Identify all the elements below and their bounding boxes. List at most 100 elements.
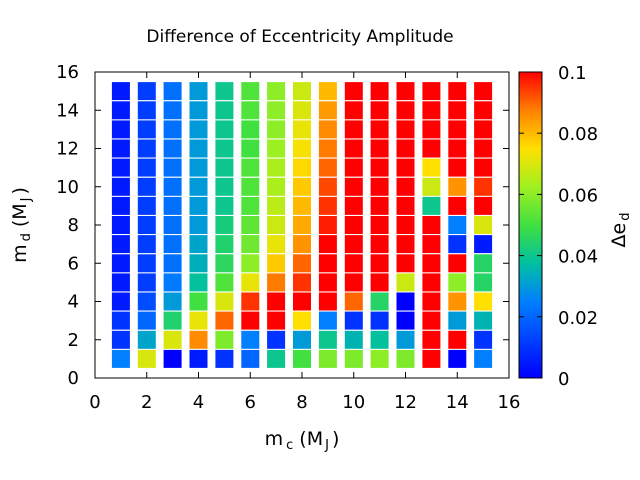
heatmap-cell xyxy=(318,216,337,234)
heatmap-cell xyxy=(396,273,415,292)
heatmap-cell xyxy=(215,292,234,311)
heatmap-cell xyxy=(396,177,415,196)
heatmap-cell xyxy=(474,349,493,368)
heatmap-cell xyxy=(422,177,441,196)
heatmap-cell xyxy=(422,273,441,292)
heatmap-cell xyxy=(163,235,182,254)
heatmap-cell xyxy=(163,254,182,273)
heatmap-cell xyxy=(111,196,130,215)
heatmap-cell xyxy=(163,330,182,349)
heatmap-cell xyxy=(241,349,260,368)
heatmap-cell xyxy=(370,254,389,273)
colorbar xyxy=(518,71,543,379)
heatmap-cell xyxy=(293,101,311,120)
heatmap-cell xyxy=(111,349,130,368)
heatmap-cell xyxy=(189,235,208,254)
heatmap-cell xyxy=(344,82,363,101)
colorbar-label: Δed xyxy=(608,213,633,248)
heatmap-cell xyxy=(293,196,311,215)
heatmap-cell xyxy=(215,311,234,330)
colorbar-tick-label: 0.06 xyxy=(558,185,598,206)
heatmap-cell xyxy=(396,330,415,349)
y-tick-label: 4 xyxy=(68,292,79,313)
heatmap-cell xyxy=(137,82,156,101)
heatmap-cell xyxy=(267,235,286,254)
heatmap-cell xyxy=(267,273,286,292)
heatmap-cell xyxy=(448,139,467,158)
heatmap-cell xyxy=(189,82,208,101)
heatmap-cell xyxy=(396,311,415,330)
heatmap-cell xyxy=(163,196,182,215)
y-tick-label: 10 xyxy=(56,177,79,198)
heatmap-cell xyxy=(293,254,311,273)
y-tick-label: 0 xyxy=(68,368,79,389)
x-tick-label: 0 xyxy=(89,392,100,413)
heatmap-cell xyxy=(318,177,337,196)
heatmap-cell xyxy=(370,82,389,101)
heatmap-cell xyxy=(422,82,441,101)
heatmap-cell xyxy=(396,196,415,215)
heatmap-cell xyxy=(189,311,208,330)
heatmap-cell xyxy=(474,311,493,330)
heatmap-cell xyxy=(448,120,467,139)
heatmap-cell xyxy=(422,216,441,234)
heatmap-cell xyxy=(318,158,337,177)
heatmap-cell xyxy=(215,254,234,273)
heatmap-cell xyxy=(293,177,311,196)
heatmap-cell xyxy=(396,120,415,139)
heatmap-cell xyxy=(474,177,493,196)
heatmap-cell xyxy=(215,139,234,158)
heatmap-cell xyxy=(318,330,337,349)
heatmap-cell xyxy=(163,311,182,330)
heatmap-cell xyxy=(267,349,286,368)
heatmap-cell xyxy=(422,139,441,158)
x-tick-label: 6 xyxy=(245,392,256,413)
x-axis-ticks: 0 2 4 6 8 10 12 14 16 xyxy=(89,72,520,413)
y-axis-label: md(MJ) xyxy=(9,187,34,263)
heatmap-cell xyxy=(344,101,363,120)
heatmap-cell xyxy=(293,292,311,311)
heatmap-cell xyxy=(396,82,415,101)
heatmap-cell xyxy=(448,349,467,368)
heatmap-cell xyxy=(370,330,389,349)
heatmap-cell xyxy=(344,311,363,330)
heatmap-cell xyxy=(137,235,156,254)
heatmap-cell xyxy=(267,101,286,120)
heatmap-cell xyxy=(344,177,363,196)
heatmap-cell xyxy=(474,216,493,234)
heatmap-cell xyxy=(474,196,493,215)
y-tick-label: 8 xyxy=(68,215,79,236)
heatmap-cell xyxy=(370,120,389,139)
heatmap-cell xyxy=(422,120,441,139)
heatmap-cell xyxy=(318,235,337,254)
heatmap-cell xyxy=(293,158,311,177)
heatmap-cell xyxy=(241,101,260,120)
heatmap-cell xyxy=(163,101,182,120)
heatmap-cell xyxy=(422,254,441,273)
heatmap-cell xyxy=(370,311,389,330)
heatmap-cell xyxy=(318,273,337,292)
heatmap-cell xyxy=(370,158,389,177)
colorbar-tick-label: 0.04 xyxy=(558,247,598,268)
heatmap-cell xyxy=(474,254,493,273)
heatmap-cell xyxy=(344,292,363,311)
heatmap-cell xyxy=(241,273,260,292)
heatmap-cell xyxy=(293,311,311,330)
heatmap-cell xyxy=(189,273,208,292)
heatmap-cell xyxy=(474,139,493,158)
heatmap-cell xyxy=(241,139,260,158)
heatmap-cell xyxy=(111,139,130,158)
heatmap-cell xyxy=(344,158,363,177)
heatmap-cell xyxy=(318,82,337,101)
heatmap-cell xyxy=(241,82,260,101)
heatmap-cell xyxy=(370,292,389,311)
heatmap-cell xyxy=(344,273,363,292)
heatmap-cell xyxy=(344,330,363,349)
heatmap-cell xyxy=(137,177,156,196)
chart-title: Difference of Eccentricity Amplitude xyxy=(146,27,453,47)
x-axis-label: m c (M J) xyxy=(265,428,340,453)
heatmap-cell xyxy=(344,254,363,273)
heatmap-cell xyxy=(318,101,337,120)
heatmap-cell xyxy=(241,216,260,234)
x-tick-label: 2 xyxy=(141,392,152,413)
